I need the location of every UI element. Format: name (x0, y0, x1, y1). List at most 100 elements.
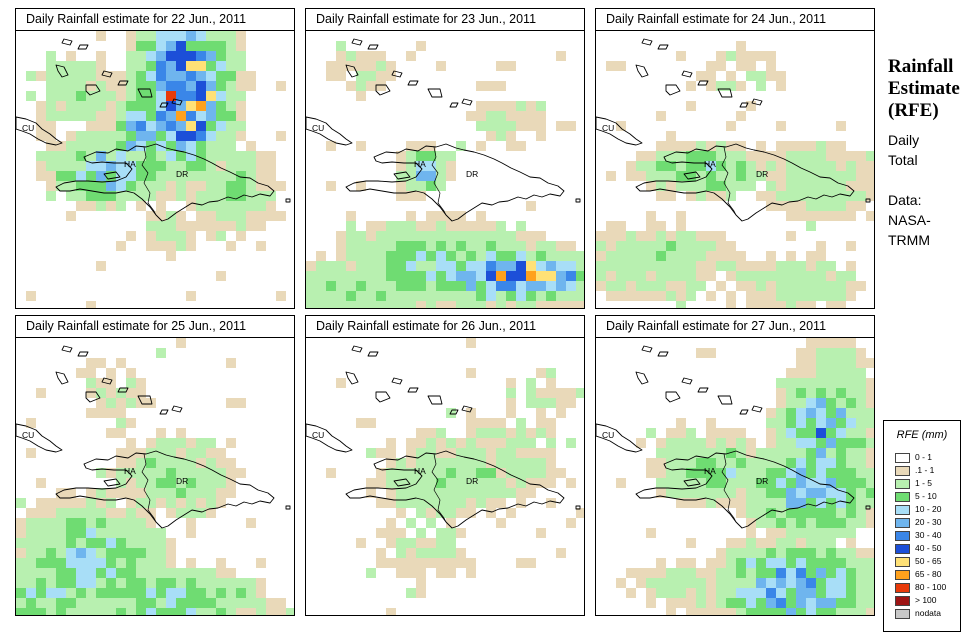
rainfall-cell (806, 408, 816, 418)
rainfall-cell (476, 231, 486, 241)
rainfall-cell (856, 418, 866, 428)
rainfall-cell (816, 261, 826, 271)
rainfall-cell (46, 81, 56, 91)
rainfall-cell (216, 558, 226, 568)
legend-swatch (895, 570, 910, 580)
coastline (375, 84, 391, 96)
rainfall-cell (826, 348, 836, 358)
rainfall-cell (126, 548, 136, 558)
rainfall-cell (66, 151, 76, 161)
rainfall-cell (696, 271, 706, 281)
rainfall-cell (96, 151, 106, 161)
rainfall-cell (866, 448, 874, 458)
rainfall-cell (36, 588, 46, 598)
rainfall-cell (46, 538, 56, 548)
rainfall-cell (256, 201, 266, 211)
rainfall-cell (236, 161, 246, 171)
country-label-dr: DR (176, 476, 188, 486)
rainfall-cell (106, 398, 116, 408)
rainfall-cell (416, 41, 426, 51)
rainfall-cell (536, 261, 546, 271)
country-label-haiti: HA (124, 159, 136, 169)
rainfall-cell (456, 251, 466, 261)
rainfall-cell (176, 508, 186, 518)
rainfall-cell (216, 211, 226, 221)
rainfall-cell (806, 498, 816, 508)
rainfall-cell (666, 468, 676, 478)
rainfall-cell (416, 221, 426, 231)
rainfall-cell (106, 558, 116, 568)
rainfall-cell (126, 608, 136, 615)
rainfall-cell (486, 131, 496, 141)
rainfall-cell (776, 71, 786, 81)
rainfall-cell (476, 468, 486, 478)
rainfall-cell (256, 588, 266, 598)
rainfall-cell (766, 301, 776, 308)
rainfall-map: CU HA DR (16, 31, 294, 308)
rainfall-cell (86, 358, 96, 368)
rainfall-cell (156, 608, 166, 615)
rainfall-cell (546, 438, 556, 448)
rainfall-cell (556, 271, 566, 281)
rainfall-cell (806, 141, 816, 151)
rainfall-cell (826, 568, 836, 578)
rainfall-cell (346, 211, 356, 221)
rainfall-cell (96, 191, 106, 201)
rainfall-cell (696, 568, 706, 578)
rainfall-cell (176, 131, 186, 141)
rainfall-cell (656, 558, 666, 568)
rainfall-cell (706, 61, 716, 71)
rainfall-cell (106, 528, 116, 538)
rainfall-cell (836, 518, 846, 528)
rainfall-cell (776, 478, 786, 488)
rainfall-cell (166, 221, 176, 231)
rainfall-cell (16, 548, 26, 558)
rainfall-cell (206, 181, 216, 191)
panel-title: Daily Rainfall estimate for 27 Jun., 201… (596, 316, 874, 338)
rainfall-cell (116, 528, 126, 538)
rainfall-cell (476, 458, 486, 468)
rainfall-cell (846, 548, 856, 558)
rainfall-cell (486, 301, 496, 308)
rainfall-cell (136, 31, 146, 41)
rainfall-cell (676, 428, 686, 438)
rainfall-cell (416, 141, 426, 151)
rainfall-cell (26, 418, 36, 428)
rainfall-cell (116, 151, 126, 161)
rainfall-cell (136, 548, 146, 558)
rainfall-cell (366, 418, 376, 428)
rainfall-cell (206, 81, 216, 91)
rainfall-cell (836, 338, 846, 348)
rainfall-cell (206, 161, 216, 171)
rainfall-cell (866, 478, 874, 488)
rainfall-cell (176, 448, 186, 458)
rainfall-cell (676, 151, 686, 161)
coastline (117, 387, 129, 393)
rainfall-cell (326, 181, 336, 191)
rainfall-cell (26, 608, 36, 615)
rainfall-cell (226, 131, 236, 141)
rainfall-cell (856, 191, 866, 201)
rainfall-cell (56, 111, 66, 121)
rainfall-cell (116, 468, 126, 478)
rainfall-cell (236, 181, 246, 191)
rainfall-cell (236, 61, 246, 71)
rainfall-cell (136, 458, 146, 468)
rainfall-map: CU HA DR (306, 338, 584, 615)
rainfall-cell (866, 418, 874, 428)
rainfall-cell (166, 61, 176, 71)
rainfall-cell (686, 458, 696, 468)
rainfall-cell (686, 558, 696, 568)
rainfall-cell (716, 568, 726, 578)
rainfall-cell (496, 488, 506, 498)
rainfall-cell (646, 428, 656, 438)
rainfall-cell (176, 608, 186, 615)
rainfall-cell (426, 558, 436, 568)
rainfall-cell (776, 301, 786, 308)
rainfall-cell (56, 588, 66, 598)
period-label: Daily Total (888, 130, 919, 170)
rainfall-cell (826, 588, 836, 598)
rainfall-cell (756, 161, 766, 171)
rainfall-cell (826, 598, 836, 608)
rainfall-cell (786, 448, 796, 458)
